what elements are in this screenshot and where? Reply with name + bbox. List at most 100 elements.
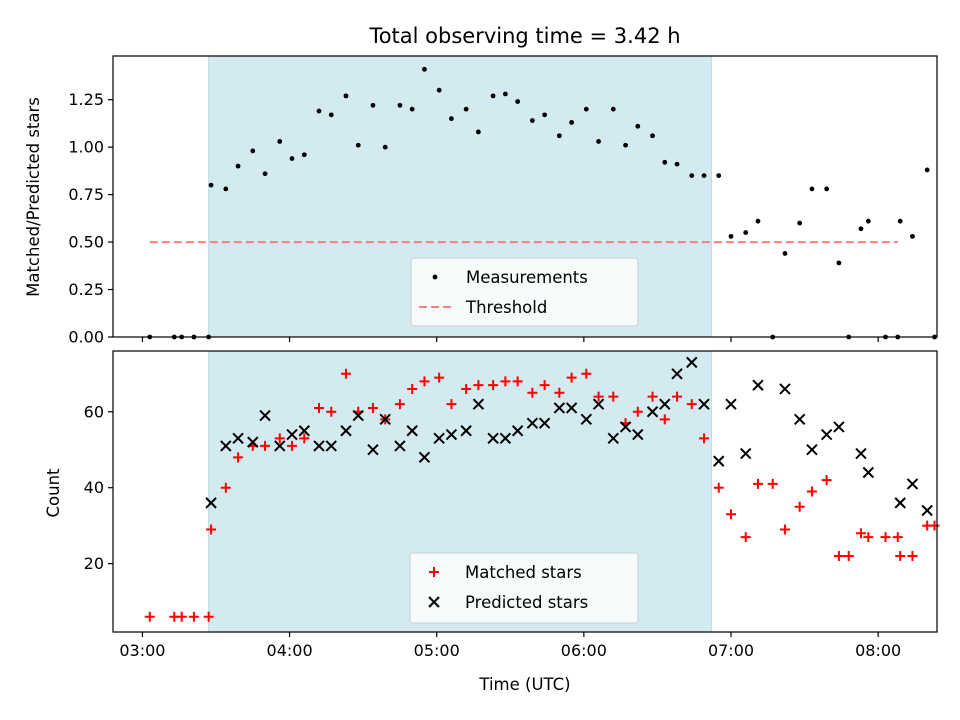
- data-point: [340, 368, 351, 379]
- data-point: [325, 440, 337, 452]
- data-point: [593, 391, 604, 402]
- data-point: [906, 478, 919, 490]
- legend-label: Matched stars: [465, 563, 582, 582]
- y-tick-label: 1.00: [68, 138, 104, 157]
- data-point: [262, 171, 268, 177]
- series-matched-stars: [144, 368, 940, 622]
- data-point: [556, 133, 562, 139]
- data-point: [623, 142, 628, 148]
- data-point: [445, 428, 458, 441]
- data-point: [863, 532, 874, 543]
- data-point: [894, 497, 906, 509]
- data-point: [232, 432, 244, 445]
- y-tick-label: 0.00: [68, 328, 104, 347]
- data-point: [499, 432, 512, 445]
- data-point: [367, 402, 378, 413]
- data-point: [274, 440, 286, 452]
- data-point: [208, 182, 214, 188]
- data-point: [313, 440, 325, 452]
- data-point: [650, 133, 655, 139]
- data-point: [436, 87, 442, 93]
- x-tick-label: 05:00: [414, 641, 460, 660]
- data-point: [301, 152, 307, 158]
- data-point: [929, 520, 940, 531]
- data-point: [836, 260, 842, 266]
- y-tick-label: 0.50: [68, 233, 104, 252]
- data-point: [418, 451, 431, 464]
- series-predicted-stars: [205, 356, 933, 517]
- data-point: [472, 398, 485, 410]
- plot-frame: [112, 55, 938, 338]
- data-point: [699, 433, 710, 444]
- data-point: [449, 116, 454, 122]
- data-point: [821, 475, 832, 486]
- data-point: [233, 452, 244, 463]
- data-point: [299, 433, 310, 444]
- data-point: [511, 425, 524, 437]
- data-point: [833, 551, 844, 562]
- legend-label: Predicted stars: [465, 593, 588, 612]
- data-point: [924, 167, 930, 173]
- data-point: [298, 425, 310, 437]
- data-point: [526, 417, 539, 429]
- data-point: [659, 398, 671, 410]
- bottom-y-axis-title: Count: [44, 468, 63, 518]
- data-point: [674, 161, 680, 167]
- top-y-axis-title: Matched/Predicted stars: [24, 97, 43, 297]
- data-point: [367, 444, 379, 456]
- data-point: [583, 106, 589, 112]
- data-point: [895, 551, 906, 562]
- data-point: [250, 148, 256, 154]
- data-point: [487, 432, 499, 445]
- data-point: [460, 425, 472, 437]
- data-point: [910, 233, 915, 239]
- data-point: [897, 218, 903, 224]
- data-point: [647, 391, 658, 402]
- data-point: [686, 356, 698, 369]
- y-tick-label: 60: [84, 402, 104, 421]
- data-point: [793, 413, 806, 426]
- data-point: [500, 376, 511, 387]
- data-point: [512, 376, 523, 387]
- data-point: [277, 139, 283, 144]
- data-point: [662, 159, 668, 165]
- data-point: [397, 102, 403, 108]
- data-point: [779, 524, 790, 535]
- data-point: [542, 112, 548, 118]
- x-tick-label: 06:00: [561, 641, 607, 660]
- data-point: [205, 497, 217, 509]
- data-point: [806, 444, 818, 456]
- legend-box: [410, 257, 639, 327]
- data-point: [659, 414, 670, 425]
- x-tick-label: 04:00: [267, 641, 313, 660]
- data-point: [755, 218, 761, 224]
- legend-marker: [429, 567, 439, 577]
- data-point: [635, 123, 641, 129]
- data-point: [461, 383, 472, 394]
- data-point: [539, 380, 550, 391]
- data-point: [394, 440, 406, 452]
- data-point: [379, 413, 391, 426]
- data-point: [843, 551, 854, 562]
- data-point: [581, 368, 592, 379]
- data-point: [529, 118, 535, 123]
- data-point: [355, 142, 361, 148]
- x-tick-label: 08:00: [855, 641, 901, 660]
- data-point: [713, 455, 725, 467]
- y-tick-label: 40: [84, 478, 104, 497]
- data-point: [422, 66, 427, 72]
- data-point: [370, 102, 376, 108]
- data-point: [287, 440, 298, 451]
- data-point: [607, 432, 619, 445]
- legend: Measurements Threshold: [410, 257, 639, 327]
- y-tick-label: 1.25: [68, 90, 104, 109]
- legend-marker: [428, 596, 440, 608]
- data-point: [892, 532, 903, 543]
- y-tick-label: 20: [84, 554, 104, 573]
- data-point: [502, 91, 508, 97]
- y-tick-label: 0.75: [68, 185, 104, 204]
- data-point: [767, 478, 778, 489]
- data-point: [553, 402, 566, 414]
- x-tick-label: 07:00: [708, 641, 754, 660]
